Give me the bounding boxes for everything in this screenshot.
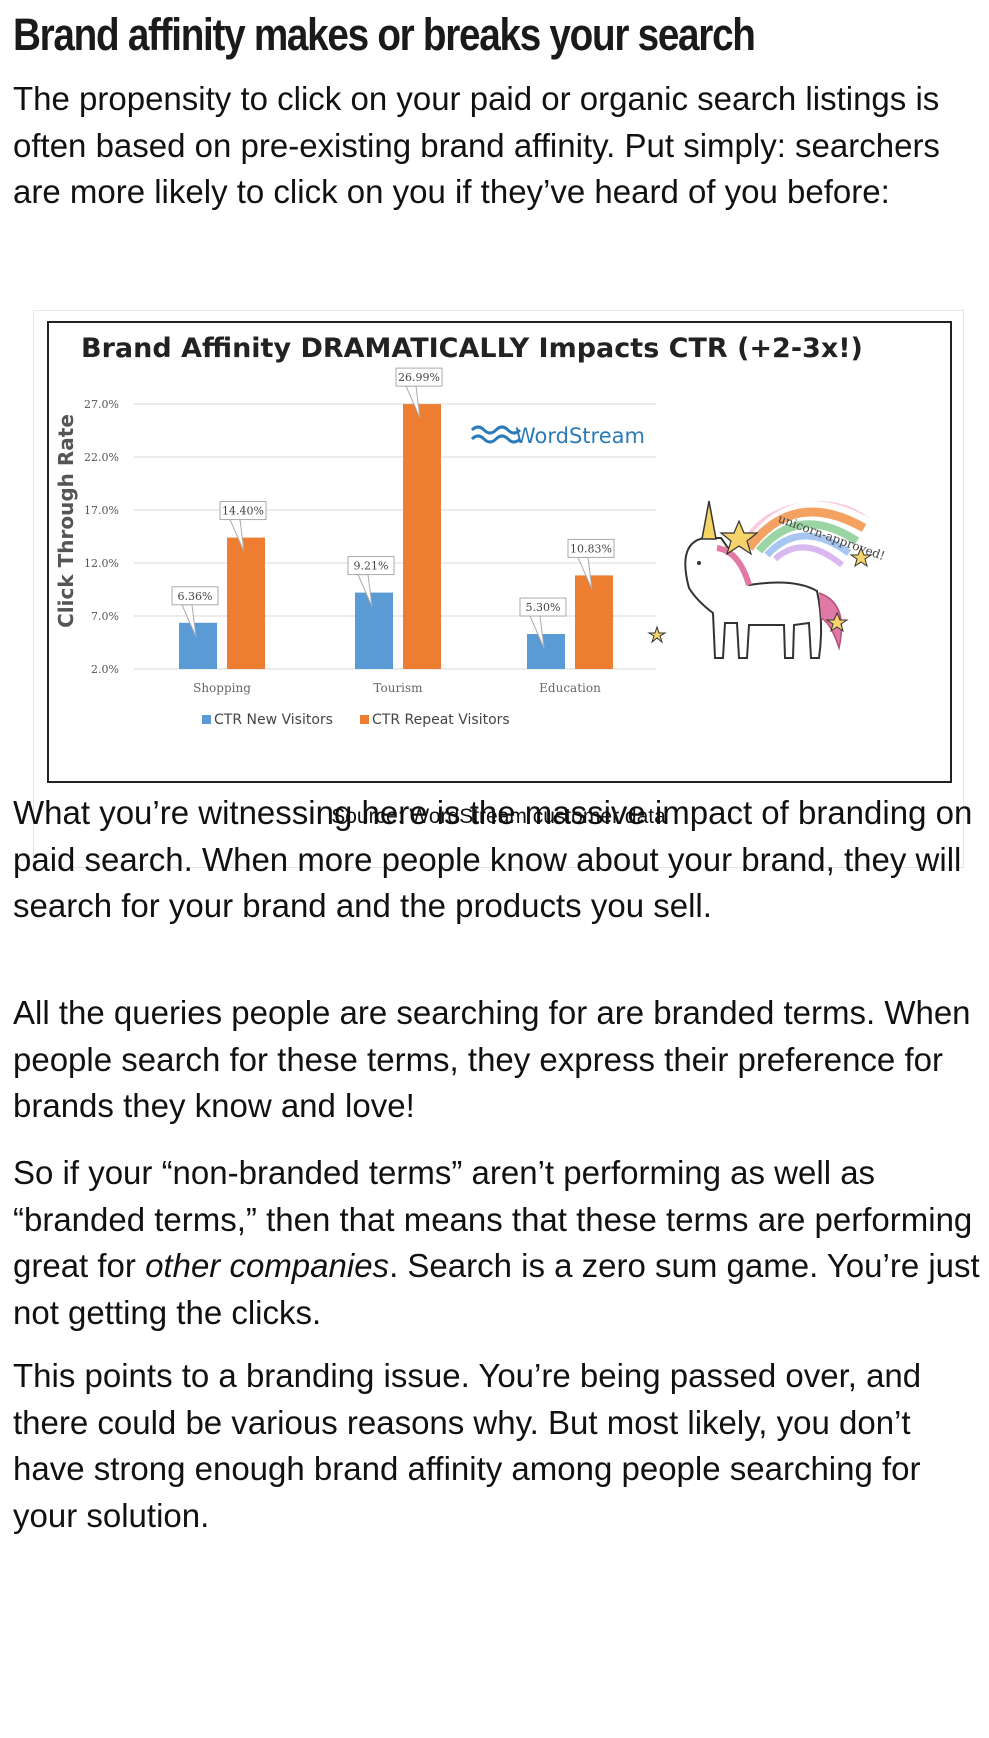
data-label: 9.21% xyxy=(354,560,389,573)
chart-frame: Brand Affinity DRAMATICALLY Impacts CTR … xyxy=(47,321,952,783)
star-icon xyxy=(719,519,759,556)
y-tick-label: 22.0% xyxy=(84,451,119,464)
paragraph-non-branded-end: . Search is a zero sum game. You’re just… xyxy=(13,1247,980,1331)
y-tick-label: 17.0% xyxy=(84,504,119,517)
wave-icon xyxy=(470,425,522,444)
data-label: 26.99% xyxy=(398,371,440,384)
bar xyxy=(403,404,441,669)
unicorn-body-icon xyxy=(684,537,823,659)
y-tick-label: 12.0% xyxy=(84,557,119,570)
bars: 6.36% 14.40% 9.21% 26.99% 5.30% 10.83% xyxy=(171,367,615,669)
star-icon xyxy=(849,546,873,568)
legend-label-new: CTR New Visitors xyxy=(214,712,333,728)
x-tick-label: Tourism xyxy=(373,681,423,695)
legend-swatch-repeat xyxy=(360,715,369,724)
data-label-box xyxy=(567,538,615,558)
x-tick-label: Education xyxy=(539,681,601,695)
data-label: 10.83% xyxy=(570,542,612,555)
intro-paragraph: The propensity to click on your paid or … xyxy=(13,80,940,210)
paragraph-branding-impact: What you’re witnessing here is the massi… xyxy=(13,794,973,924)
ctr-bar-chart: Brand Affinity DRAMATICALLY Impacts CTR … xyxy=(54,333,887,728)
data-label-box xyxy=(219,501,267,521)
data-label-box xyxy=(395,367,443,387)
data-label-box xyxy=(519,597,567,617)
legend-swatch-new xyxy=(202,715,211,724)
x-axis-labels: Shopping Tourism Education xyxy=(193,681,601,695)
bar xyxy=(355,592,393,669)
article-heading: Brand affinity makes or breaks your sear… xyxy=(13,9,756,60)
y-tick-label: 27.0% xyxy=(84,398,119,411)
chart-title: Brand Affinity DRAMATICALLY Impacts CTR … xyxy=(81,333,863,364)
figure-caption: Source: WordStream customer data xyxy=(331,805,666,828)
chart-legend: CTR New Visitors CTR Repeat Visitors xyxy=(202,712,510,728)
chart-figure: Brand Affinity DRAMATICALLY Impacts CTR … xyxy=(33,310,964,868)
star-icon xyxy=(825,611,849,633)
unicorn-illustration: unicorn-approved! xyxy=(647,500,887,659)
bar xyxy=(527,634,565,669)
bar xyxy=(179,622,217,669)
data-label-box xyxy=(171,586,219,606)
y-tick-label: 2.0% xyxy=(91,663,119,676)
data-label: 6.36% xyxy=(178,590,213,603)
paragraph-branded-terms: All the queries people are searching for… xyxy=(13,994,971,1124)
legend-label-repeat: CTR Repeat Visitors xyxy=(372,712,510,728)
star-icon xyxy=(647,625,667,644)
wordstream-logo: WordStream xyxy=(470,424,645,448)
gridlines: 2.0% 7.0% 12.0% 17.0% 22.0% 27.0% xyxy=(84,398,656,676)
paragraph-non-branded: So if your “non-branded terms” aren’t pe… xyxy=(13,1150,988,1336)
paragraph-non-branded-start: So if your “non-branded terms” aren’t pe… xyxy=(13,1154,973,1284)
data-label-box xyxy=(347,556,395,576)
data-label: 14.40% xyxy=(222,505,264,518)
data-label: 5.30% xyxy=(526,601,561,614)
y-axis-label: Click Through Rate xyxy=(54,414,78,628)
y-tick-label: 7.0% xyxy=(91,610,119,623)
wordstream-logo-text: WordStream xyxy=(515,424,645,448)
bar xyxy=(227,537,265,669)
bar xyxy=(575,575,613,669)
horn-icon xyxy=(701,500,717,540)
emphasis-other-companies: other companies xyxy=(145,1247,390,1284)
paragraph-branding-issue: This points to a branding issue. You’re … xyxy=(13,1357,922,1534)
x-tick-label: Shopping xyxy=(193,681,251,695)
